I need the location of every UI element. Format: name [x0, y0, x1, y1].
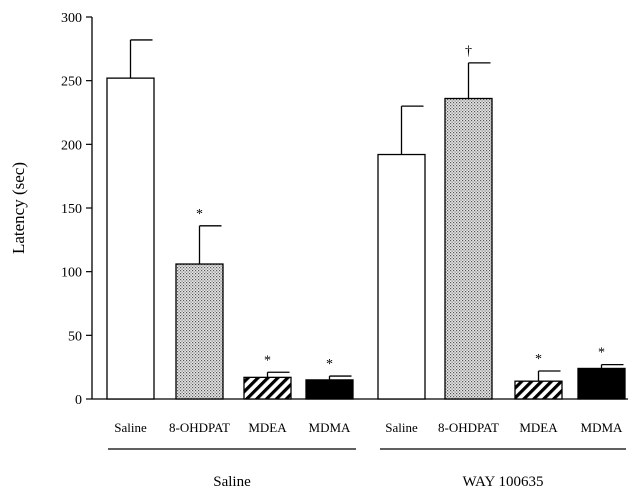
bar — [175, 263, 224, 400]
significance-marker: † — [465, 44, 472, 59]
group-label: Saline — [213, 474, 251, 488]
y-tick-label: 250 — [61, 75, 82, 90]
y-tick-label: 50 — [68, 329, 82, 344]
significance-marker: * — [598, 346, 605, 361]
category-label: 8-OHDPAT — [438, 420, 499, 435]
bar — [514, 380, 563, 400]
significance-marker: * — [326, 357, 333, 372]
category-label: Saline — [114, 420, 147, 435]
category-label: 8-OHDPAT — [169, 420, 230, 435]
bar — [243, 376, 292, 400]
significance-marker: * — [535, 352, 542, 367]
labels: Saline * 8-OHDPAT * MDEA * MDMA Saline Saline † 8-… — [108, 44, 626, 488]
category-label: MDMA — [581, 420, 624, 435]
category-label: Saline — [385, 420, 418, 435]
bar — [106, 77, 155, 400]
category-label: MDEA — [519, 420, 558, 435]
y-tick-label: 150 — [61, 202, 82, 217]
y-tick-label: 0 — [75, 393, 82, 408]
category-label: MDEA — [248, 420, 287, 435]
bar — [305, 379, 354, 400]
y-tick-label: 200 — [61, 138, 82, 153]
bar — [377, 153, 426, 400]
bar — [444, 97, 493, 400]
significance-marker: * — [196, 207, 203, 222]
y-axis-label: Latency (sec) — [9, 162, 28, 254]
bar — [577, 367, 626, 400]
category-label: MDMA — [309, 420, 352, 435]
bars — [106, 39, 626, 400]
significance-marker: * — [264, 353, 271, 368]
group-label: WAY 100635 — [463, 474, 544, 488]
y-tick-label: 300 — [61, 11, 82, 26]
y-tick-label: 100 — [61, 266, 82, 281]
